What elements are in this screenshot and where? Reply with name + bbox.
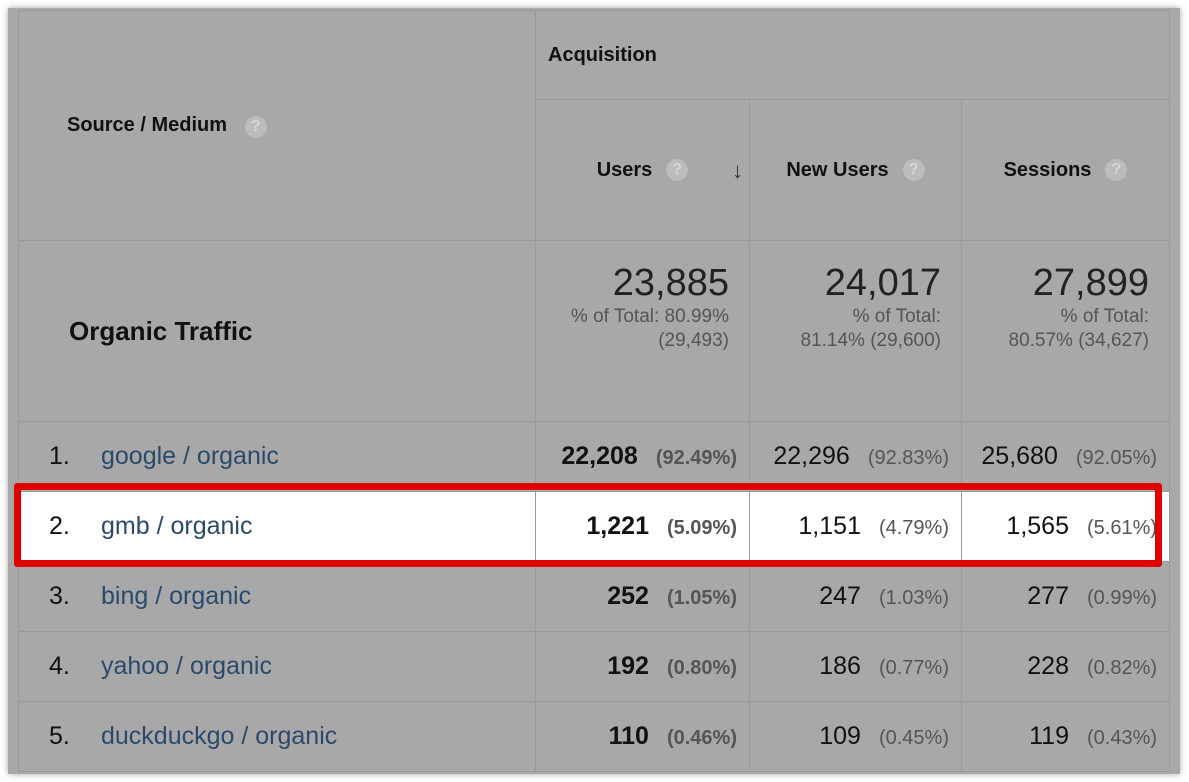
report-table: Source / Medium ? Acquisition Users ? ↓ …: [18, 10, 1171, 772]
totals-users-line1: % of Total: 80.99%: [570, 306, 729, 327]
source-link[interactable]: bing / organic: [101, 582, 252, 610]
table-row: 1. google / organic 22,208 (92.49%) 22,296…: [18, 421, 1171, 492]
sessions-percent: (0.43%): [1086, 727, 1158, 749]
sessions-percent: (0.82%): [1086, 657, 1158, 679]
sessions-header[interactable]: Sessions ?: [960, 99, 1171, 241]
totals-label: Organic Traffic: [18, 240, 536, 422]
new-users-header[interactable]: New Users ?: [749, 99, 962, 241]
totals-new-users-value: 24,017: [824, 262, 941, 304]
sessions-value: 25,680: [981, 442, 1058, 470]
help-icon[interactable]: ?: [1105, 159, 1128, 181]
table-row-highlighted: 2. gmb / organic 1,221 (5.09%) 1,151 (4.79%…: [18, 491, 1171, 562]
sessions-percent: (5.61%): [1086, 517, 1158, 539]
users-percent: (1.05%): [666, 587, 737, 609]
help-icon[interactable]: ?: [666, 159, 689, 181]
row-number: 5.: [49, 722, 70, 750]
totals-new-users: 24,017 % of Total: 81.14% (29,600): [749, 240, 962, 422]
totals-sessions-value: 27,899: [1032, 262, 1150, 304]
new-users-value: 22,296: [773, 442, 850, 470]
report-table-frame: Source / Medium ? Acquisition Users ? ↓ …: [8, 8, 1180, 774]
row-number: 2.: [49, 512, 70, 540]
users-percent: (92.49%): [655, 447, 737, 469]
sessions-value: 228: [1027, 652, 1069, 680]
sessions-percent: (0.99%): [1086, 587, 1158, 609]
table-row: 5. duckduckgo / organic 110 (0.46%) 109 (0.…: [18, 701, 1171, 772]
totals-sessions: 27,899 % of Total: 80.57% (34,627): [960, 240, 1171, 422]
totals-users-line2: (29,493): [658, 330, 729, 351]
new-users-percent: (4.79%): [878, 517, 949, 539]
new-users-percent: (0.77%): [878, 657, 949, 679]
users-value: 1,221: [586, 512, 649, 540]
users-value: 192: [607, 652, 649, 680]
users-percent: (5.09%): [666, 517, 737, 539]
sort-descending-icon[interactable]: ↓: [732, 158, 743, 183]
new-users-percent: (92.83%): [867, 447, 949, 469]
users-value: 252: [607, 582, 649, 610]
totals-row: Organic Traffic 23,885 % of Total: 80.99…: [18, 240, 1171, 422]
totals-sessions-line2: 80.57% (34,627): [1008, 330, 1150, 351]
totals-new-users-line2: 81.14% (29,600): [800, 330, 942, 351]
totals-users: 23,885 % of Total: 80.99% (29,493): [535, 240, 750, 422]
sessions-header-label: Sessions: [1003, 158, 1092, 181]
help-icon[interactable]: ?: [902, 159, 925, 181]
table-row: 3. bing / organic 252 (1.05%) 247 (1.03%) 2…: [18, 561, 1171, 632]
source-link[interactable]: gmb / organic: [101, 512, 253, 540]
source-medium-label: Source / Medium: [67, 113, 228, 136]
users-percent: (0.80%): [666, 657, 737, 679]
help-icon[interactable]: ?: [244, 115, 267, 138]
sessions-value: 119: [1029, 722, 1069, 750]
acquisition-header: Acquisition: [534, 10, 1171, 100]
users-value: 22,208: [561, 442, 638, 470]
new-users-percent: (1.03%): [878, 587, 949, 609]
users-percent: (0.46%): [666, 727, 737, 749]
source-medium-header[interactable]: Source / Medium ?: [18, 10, 536, 241]
sessions-value: 277: [1027, 582, 1069, 610]
users-header-label: Users: [596, 158, 653, 181]
sessions-value: 1,565: [1006, 512, 1069, 540]
row-number: 3.: [49, 582, 70, 610]
new-users-percent: (0.45%): [878, 727, 949, 749]
new-users-value: 109: [819, 722, 861, 750]
row-number: 1.: [49, 442, 70, 470]
source-link[interactable]: duckduckgo / organic: [101, 722, 338, 750]
row-number: 4.: [49, 652, 70, 680]
table-row: 4. yahoo / organic 192 (0.80%) 186 (0.77%) …: [18, 631, 1171, 702]
new-users-value: 247: [819, 582, 861, 610]
source-link[interactable]: google / organic: [101, 442, 279, 470]
source-link[interactable]: yahoo / organic: [101, 652, 272, 680]
new-users-value: 186: [819, 652, 861, 680]
totals-sessions-line1: % of Total:: [1060, 306, 1150, 327]
sessions-percent: (92.05%): [1075, 447, 1158, 469]
users-value: 110: [608, 722, 649, 750]
users-header[interactable]: Users ? ↓: [535, 99, 750, 241]
new-users-header-label: New Users: [786, 158, 889, 181]
totals-users-value: 23,885: [612, 262, 729, 304]
new-users-value: 1,151: [798, 512, 861, 540]
totals-new-users-line1: % of Total:: [852, 306, 941, 327]
